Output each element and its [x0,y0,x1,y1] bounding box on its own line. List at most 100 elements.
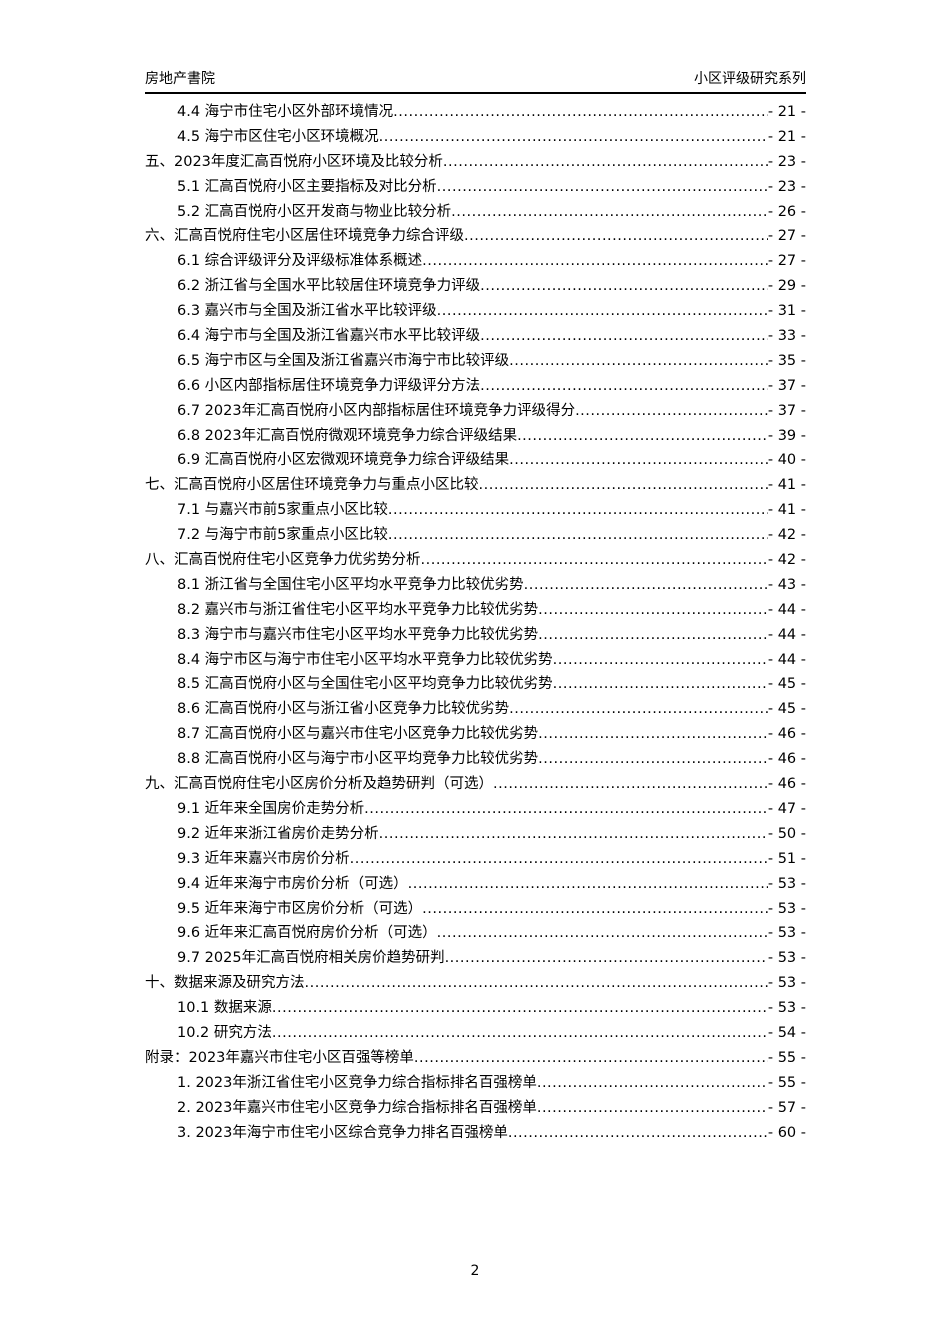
toc-entry[interactable]: 9.6 近年来汇高百悦府房价分析（可选） - 53 - [145,921,806,946]
toc-entry-page: - 46 - [767,776,806,793]
toc-entry[interactable]: 9.4 近年来海宁市房价分析（可选） - 53 - [145,872,806,897]
toc-entry-page: - 33 - [767,328,806,345]
toc-entry[interactable]: 五、2023年度汇高百悦府小区环境及比较分析 - 23 - [145,150,806,175]
toc-entry[interactable]: 9.3 近年来嘉兴市房价分析 - 51 - [145,847,806,872]
toc-entry-title: 9.4 近年来海宁市房价分析（可选） [177,875,408,892]
toc-entry[interactable]: 6.7 2023年汇高百悦府小区内部指标居住环境竞争力评级得分 - 37 - [145,399,806,424]
toc-entry[interactable]: 8.2 嘉兴市与浙江省住宅小区平均水平竞争力比较优劣势 - 44 - [145,598,806,623]
toc-entry-title: 8.8 汇高百悦府小区与海宁市小区平均竞争力比较优劣势 [177,751,539,768]
toc-entry[interactable]: 6.1 综合评级评分及评级标准体系概述 - 27 - [145,249,806,274]
toc-entry[interactable]: 8.3 海宁市与嘉兴市住宅小区平均水平竞争力比较优劣势 - 44 - [145,623,806,648]
toc-entry[interactable]: 8.6 汇高百悦府小区与浙江省小区竞争力比较优劣势 - 45 - [145,697,806,722]
dot-leader [538,747,768,772]
toc-entry-page: - 44 - [767,626,806,643]
toc-entry-page: - 26 - [767,203,806,220]
toc-entry-page: - 55 - [767,1074,806,1091]
toc-entry[interactable]: 1. 2023年浙江省住宅小区竞争力综合指标排名百强榜单 - 55 - [145,1071,806,1096]
toc-entry-page: - 39 - [767,427,806,444]
toc-entry-title: 8.5 汇高百悦府小区与全国住宅小区平均竞争力比较优劣势 [177,676,553,693]
dot-leader [537,1096,768,1121]
dot-leader [464,224,768,249]
toc-entry-title: 10.2 研究方法 [177,1024,272,1041]
page-header: 房地产書院 小区评级研究系列 [145,66,806,94]
dot-leader [272,996,768,1021]
toc-entry-title: 9.5 近年来海宁市区房价分析（可选） [177,900,423,917]
toc-entry[interactable]: 7.1 与嘉兴市前5家重点小区比较 - 41 - [145,498,806,523]
toc-entry[interactable]: 8.7 汇高百悦府小区与嘉兴市住宅小区竞争力比较优劣势 - 46 - [145,722,806,747]
toc-entry-title: 8.1 浙江省与全国住宅小区平均水平竞争力比较优劣势 [177,576,524,593]
toc-entry-page: - 43 - [767,576,806,593]
toc-entry[interactable]: 10.2 研究方法 - 54 - [145,1021,806,1046]
toc-entry[interactable]: 十、数据来源及研究方法 - 53 - [145,971,806,996]
toc-entry-page: - 53 - [767,925,806,942]
toc-entry-page: - 46 - [767,726,806,743]
toc-entry-title: 5.2 汇高百悦府小区开发商与物业比较分析 [177,203,452,220]
toc-entry[interactable]: 8.5 汇高百悦府小区与全国住宅小区平均竞争力比较优劣势 - 45 - [145,672,806,697]
dot-leader [437,921,768,946]
page-number: 2 [470,1263,480,1279]
dot-leader [524,573,768,598]
toc-entry[interactable]: 9.5 近年来海宁市区房价分析（可选） - 53 - [145,897,806,922]
dot-leader [379,125,768,150]
toc-entry-title: 六、汇高百悦府住宅小区居住环境竞争力综合评级 [145,228,464,245]
toc-entry[interactable]: 9.1 近年来全国房价走势分析 - 47 - [145,797,806,822]
toc-entry[interactable]: 6.3 嘉兴市与全国及浙江省水平比较评级 - 31 - [145,299,806,324]
toc-entry[interactable]: 八、汇高百悦府住宅小区竞争力优劣势分析 - 42 - [145,548,806,573]
toc-entry-page: - 23 - [767,153,806,170]
toc-entry[interactable]: 九、汇高百悦府住宅小区房价分析及趋势研判（可选） - 46 - [145,772,806,797]
toc-entry[interactable]: 6.2 浙江省与全国水平比较居住环境竞争力评级 - 29 - [145,274,806,299]
toc-entry[interactable]: 附录：2023年嘉兴市住宅小区百强等榜单 - 55 - [145,1046,806,1071]
toc-entry-page: - 41 - [767,477,806,494]
toc-entry-title: 6.2 浙江省与全国水平比较居住环境竞争力评级 [177,278,481,295]
toc-entry-page: - 42 - [767,552,806,569]
toc-entry-page: - 40 - [767,452,806,469]
toc-entry[interactable]: 5.1 汇高百悦府小区主要指标及对比分析 - 23 - [145,175,806,200]
toc-entry[interactable]: 3. 2023年海宁市住宅小区综合竞争力排名百强榜单 - 60 - [145,1121,806,1146]
toc-entry-title: 6.3 嘉兴市与全国及浙江省水平比较评级 [177,303,437,320]
toc-entry-title: 8.7 汇高百悦府小区与嘉兴市住宅小区竞争力比较优劣势 [177,726,539,743]
dot-leader [408,872,768,897]
toc-entry[interactable]: 7.2 与海宁市前5家重点小区比较 - 42 - [145,523,806,548]
toc-entry[interactable]: 6.4 海宁市与全国及浙江省嘉兴市水平比较评级 - 33 - [145,324,806,349]
toc-entry-title: 7.2 与海宁市前5家重点小区比较 [177,527,388,544]
toc-entry[interactable]: 10.1 数据来源 - 53 - [145,996,806,1021]
toc-entry-title: 9.1 近年来全国房价走势分析 [177,800,365,817]
toc-entry-page: - 44 - [767,601,806,618]
toc-entry-title: 8.2 嘉兴市与浙江省住宅小区平均水平竞争力比较优劣势 [177,601,539,618]
toc-entry[interactable]: 8.4 海宁市区与海宁市住宅小区平均水平竞争力比较优劣势 - 44 - [145,648,806,673]
toc-entry[interactable]: 5.2 汇高百悦府小区开发商与物业比较分析 - 26 - [145,200,806,225]
toc-entry[interactable]: 6.5 海宁市区与全国及浙江省嘉兴市海宁市比较评级 - 35 - [145,349,806,374]
toc-entry-page: - 53 - [767,900,806,917]
dot-leader [388,498,768,523]
toc-entry-title: 2. 2023年嘉兴市住宅小区竞争力综合指标排名百强榜单 [177,1099,537,1116]
toc-entry-title: 9.3 近年来嘉兴市房价分析 [177,850,350,867]
dot-leader [553,672,768,697]
toc-entry[interactable]: 4.4 海宁市住宅小区外部环境情况 - 21 - [145,100,806,125]
dot-leader [422,249,768,274]
toc-entry-title: 1. 2023年浙江省住宅小区竞争力综合指标排名百强榜单 [177,1074,537,1091]
dot-leader [350,847,768,872]
toc-entry-title: 9.7 2025年汇高百悦府相关房价趋势研判 [177,950,445,967]
toc-entry-page: - 53 - [767,975,806,992]
toc-entry[interactable]: 8.1 浙江省与全国住宅小区平均水平竞争力比较优劣势 - 43 - [145,573,806,598]
toc-entry-title: 7.1 与嘉兴市前5家重点小区比较 [177,502,388,519]
toc-entry[interactable]: 6.6 小区内部指标居住环境竞争力评级评分方法 - 37 - [145,374,806,399]
toc-entry[interactable]: 6.9 汇高百悦府小区宏微观环境竞争力综合评级结果 - 40 - [145,448,806,473]
toc-entry-title: 4.4 海宁市住宅小区外部环境情况 [177,104,394,120]
toc-entry-page: - 60 - [767,1124,806,1141]
toc-entry[interactable]: 2. 2023年嘉兴市住宅小区竞争力综合指标排名百强榜单 - 57 - [145,1096,806,1121]
dot-leader [364,797,768,822]
dot-leader [379,822,768,847]
toc-entry[interactable]: 4.5 海宁市区住宅小区环境概况 - 21 - [145,125,806,150]
toc-entry-page: - 37 - [767,402,806,419]
toc-entry[interactable]: 七、汇高百悦府小区居住环境竞争力与重点小区比较 - 41 - [145,473,806,498]
toc-entry[interactable]: 6.8 2023年汇高百悦府微观环境竞争力综合评级结果 - 39 - [145,424,806,449]
toc-entry-title: 5.1 汇高百悦府小区主要指标及对比分析 [177,178,437,195]
dot-leader [538,722,768,747]
dot-leader [509,448,768,473]
toc-entry[interactable]: 8.8 汇高百悦府小区与海宁市小区平均竞争力比较优劣势 - 46 - [145,747,806,772]
toc-entry-page: - 45 - [767,676,806,693]
toc-entry[interactable]: 9.2 近年来浙江省房价走势分析 - 50 - [145,822,806,847]
toc-entry[interactable]: 9.7 2025年汇高百悦府相关房价趋势研判 - 53 - [145,946,806,971]
toc-entry[interactable]: 六、汇高百悦府住宅小区居住环境竞争力综合评级 - 27 - [145,224,806,249]
